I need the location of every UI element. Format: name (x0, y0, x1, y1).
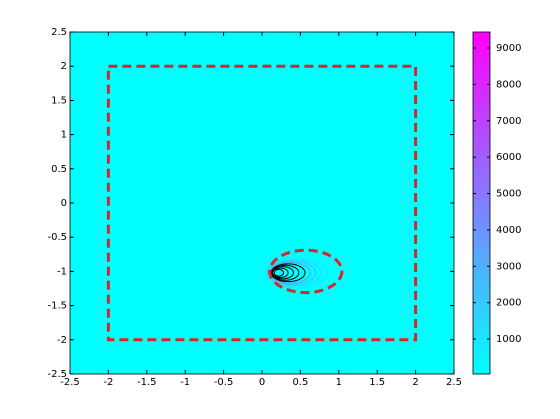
contour-line (273, 268, 285, 277)
x-tick-label: -1.5 (137, 377, 157, 388)
colorbar-tick-label: 7000 (496, 116, 521, 127)
plot-background (70, 32, 454, 374)
colorbar-tick-label: 3000 (496, 261, 521, 272)
y-tick-label: -2.5 (47, 369, 67, 380)
y-tick-label: -1 (57, 266, 67, 277)
contour-line (272, 267, 289, 279)
colorbar-tick-label: 1000 (496, 334, 521, 345)
colorbar-tick-label: 5000 (496, 189, 521, 200)
y-tick-label: 2 (61, 61, 67, 72)
x-tick-label: -1 (180, 377, 190, 388)
contour-line (266, 259, 322, 287)
x-tick-label: 1.5 (369, 377, 385, 388)
x-tick-label: 0 (259, 377, 265, 388)
x-tick-label: -2 (103, 377, 113, 388)
y-tick-label: -0.5 (47, 232, 67, 243)
y-tick-label: 0.5 (51, 164, 67, 175)
colorbar-tick-label: 2000 (496, 298, 521, 309)
x-tick-label: 2 (412, 377, 418, 388)
y-tick-label: 2.5 (51, 27, 67, 38)
y-tick-label: 1.5 (51, 95, 67, 106)
colorbar-tick-label: 9000 (496, 43, 521, 54)
y-tick-label: 1 (61, 130, 67, 141)
colorbar-tick-label: 6000 (496, 152, 521, 163)
region-ellipse (268, 248, 344, 295)
contour-line (265, 257, 328, 289)
x-tick-label: 2.5 (446, 377, 462, 388)
x-tick-label: 1 (336, 377, 342, 388)
y-tick-label: -2 (57, 335, 67, 346)
y-tick-label: 0 (61, 198, 67, 209)
x-tick-label: 0.5 (292, 377, 308, 388)
colorbar-tick-label: 4000 (496, 225, 521, 236)
x-tick-label: -0.5 (214, 377, 234, 388)
y-tick-label: -1.5 (47, 301, 67, 312)
colorbar-tick-label: 8000 (496, 79, 521, 90)
contour-line (271, 266, 294, 280)
region-rectangle (106, 64, 418, 342)
colorbar (472, 31, 491, 375)
x-tick-label: -2.5 (60, 377, 80, 388)
